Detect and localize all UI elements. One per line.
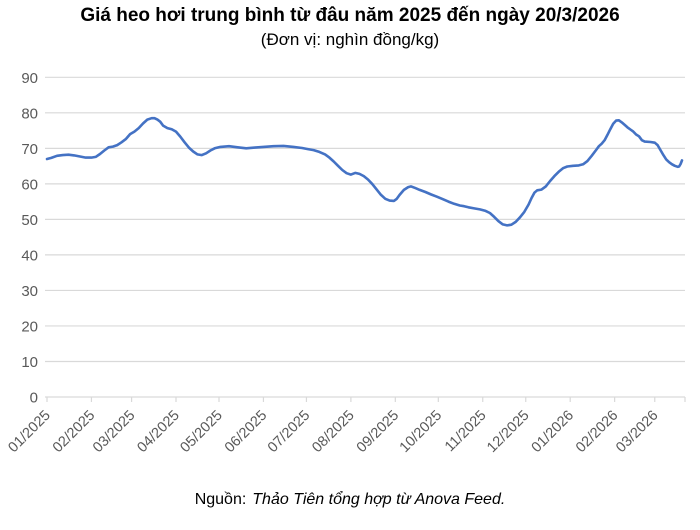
x-axis-tick-label: 12/2025	[484, 408, 532, 456]
y-axis-tick-label: 50	[21, 212, 38, 229]
y-axis-tick-label: 30	[21, 283, 38, 300]
price-line-chart: 0 10 20 30 40 50 60 70 80 90 01/2025 02/2025 03/2025…	[5, 70, 686, 456]
x-axis-tick-label: 02/2025	[50, 408, 98, 456]
source-label: Nguồn:	[194, 491, 247, 508]
x-axis-tick-label: 07/2025	[265, 408, 313, 456]
chart-subtitle: (Đơn vị: nghìn đồng/kg)	[260, 30, 440, 49]
x-axis-tick-label: 09/2025	[354, 408, 402, 456]
x-axis-tick-label: 01/2026	[529, 408, 577, 456]
chart-canvas: 0 10 20 30 40 50 60 70 80 90 01/202502/202503/2025…	[5, 70, 686, 456]
x-axis-tick-label: 08/2025	[309, 408, 357, 456]
y-axis-tick-label: 90	[21, 70, 38, 87]
y-axis-tick-label: 20	[21, 318, 38, 335]
x-axis-tick-label: 11/2025	[442, 408, 490, 456]
source-text: Thảo Tiên tổng hợp từ Anova Feed.	[252, 491, 506, 508]
x-axis-tick-label: 06/2025	[222, 408, 270, 456]
y-axis-tick-label: 80	[21, 105, 38, 122]
x-axis-tick-label: 03/2025	[90, 408, 138, 456]
price-line	[45, 116, 684, 227]
chart-title: Giá heo hơi trung bình từ đâu năm 2025 đ…	[80, 5, 620, 26]
x-axis-tick-label: 03/2026	[613, 408, 661, 456]
source-note: Nguồn: Thảo Tiên tổng hợp từ Anova Feed.	[0, 491, 700, 509]
x-axis-tick-label: 02/2026	[573, 408, 621, 456]
x-axis-tick-label: 05/2025	[177, 408, 225, 456]
x-axis-tick-label: 01/2025	[5, 408, 53, 456]
y-axis-tick-label: 40	[21, 247, 38, 264]
y-axis-tick-label: 0	[30, 390, 38, 407]
y-axis-tick-label: 60	[21, 176, 38, 193]
y-axis-tick-label: 10	[21, 354, 38, 371]
y-axis-tick-label: 70	[21, 141, 38, 158]
x-axis-tick-label: 10/2025	[397, 408, 445, 456]
x-axis-tick-label: 04/2025	[134, 408, 182, 456]
